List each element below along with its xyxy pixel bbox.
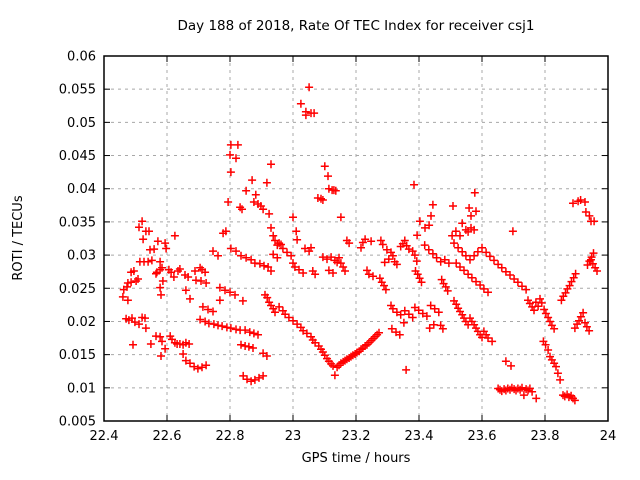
y-tick-label: 0.005 xyxy=(59,415,96,430)
x-tick-label: 24 xyxy=(600,429,617,444)
x-tick-label: 23 xyxy=(285,429,302,444)
x-tick-label: 22.4 xyxy=(90,429,119,444)
x-tick-label: 23.8 xyxy=(531,429,560,444)
y-tick-label: 0.02 xyxy=(67,315,96,330)
y-tick-label: 0.035 xyxy=(59,215,96,230)
x-tick-label: 23.4 xyxy=(405,429,434,444)
x-axis-label: GPS time / hours xyxy=(302,451,411,466)
gridlines xyxy=(103,55,609,422)
y-tick-label: 0.04 xyxy=(67,182,96,197)
y-tick-label: 0.01 xyxy=(67,381,96,396)
x-tick-label: 23.6 xyxy=(468,429,497,444)
data-point-markers xyxy=(118,83,601,405)
x-tick-label: 23.2 xyxy=(342,429,371,444)
plot-border xyxy=(103,55,609,422)
y-tick-label: 0.06 xyxy=(67,50,96,65)
x-tick-label: 22.8 xyxy=(216,429,245,444)
y-tick-label: 0.045 xyxy=(59,149,96,164)
x-tick-label: 22.6 xyxy=(153,429,182,444)
tick-marks xyxy=(103,55,609,422)
y-tick-label: 0.055 xyxy=(59,83,96,98)
y-tick-label: 0.015 xyxy=(59,348,96,363)
scatter-points xyxy=(118,83,601,405)
y-tick-label: 0.05 xyxy=(67,116,96,131)
y-tick-label: 0.025 xyxy=(59,282,96,297)
tick-labels: 22.4 22.6 22.8 23 23.2 23.4 23.6 23.8 24 0.005 0.0… xyxy=(59,50,616,445)
y-tick-label: 0.03 xyxy=(67,249,96,264)
y-axis-label: ROTI / TECUs xyxy=(11,195,26,280)
chart-title: Day 188 of 2018, Rate Of TEC Index for r… xyxy=(178,18,535,34)
